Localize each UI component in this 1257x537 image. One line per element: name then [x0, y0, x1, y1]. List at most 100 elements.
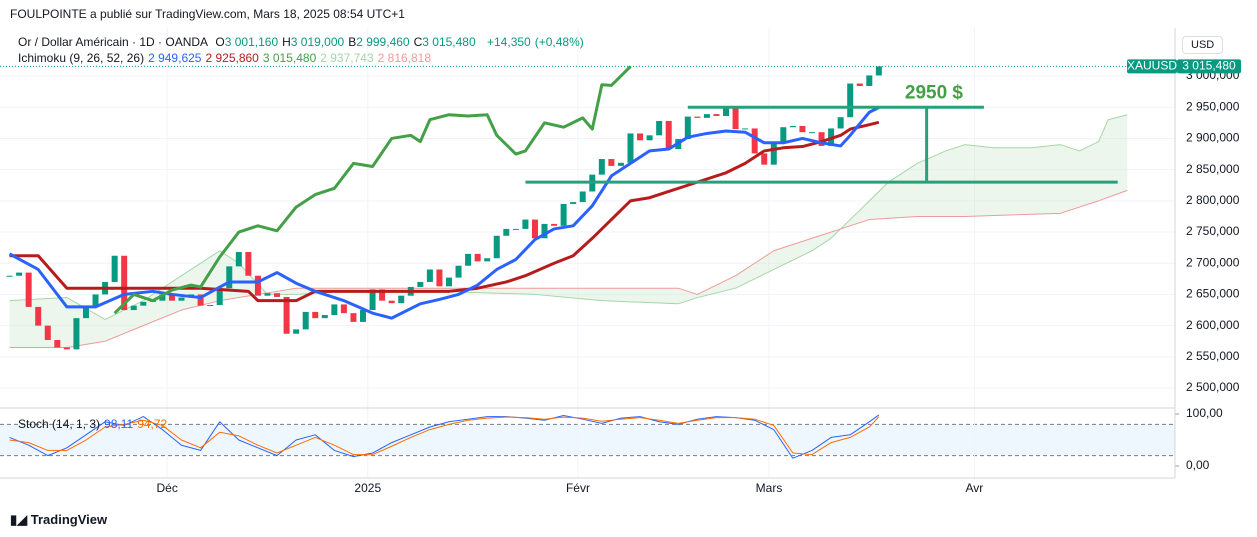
ohlc-value: 2 999,460 [356, 35, 410, 49]
candle [140, 301, 147, 306]
candle [780, 127, 787, 143]
candle [312, 311, 319, 319]
candle [875, 66, 882, 76]
candle [235, 252, 242, 267]
indicator-value: 98,11 [104, 417, 134, 431]
candle [254, 275, 261, 296]
x-tick-label: Févr [566, 481, 590, 495]
candle [350, 313, 357, 322]
candle [770, 142, 777, 165]
candle [570, 202, 577, 204]
candle [598, 159, 605, 175]
y-tick-label: 100,00 [1186, 406, 1223, 420]
candle [168, 294, 175, 301]
candle [159, 294, 166, 301]
candle [847, 83, 854, 118]
candle [216, 288, 223, 306]
candle [398, 295, 405, 304]
candle [274, 293, 281, 297]
publisher: FOULPOINTE a publié sur TradingView.com,… [10, 7, 405, 21]
candle [742, 128, 749, 130]
candle [340, 304, 347, 314]
kijun-line [9, 120, 880, 303]
candle [694, 116, 701, 118]
candle [512, 228, 519, 230]
candle [522, 219, 529, 229]
candle [617, 162, 624, 166]
indicator-value: 2 816,818 [377, 51, 432, 65]
candle [761, 153, 768, 165]
indicator-value: 94,72 [137, 417, 168, 431]
candle [35, 306, 42, 326]
candle [369, 289, 376, 311]
price-label: 3 015,480 [1182, 59, 1236, 73]
y-tick-label: 2 800,000 [1186, 193, 1240, 207]
candle [560, 203, 567, 226]
indicator-value: 2 925,860 [205, 51, 259, 65]
indicator-value: 2 949,625 [148, 51, 202, 65]
candle [608, 159, 615, 166]
candle [637, 133, 644, 141]
candle [627, 133, 634, 163]
y-tick-label: 2 700,000 [1186, 255, 1240, 269]
candle [283, 296, 290, 334]
currency[interactable]: USD [1182, 36, 1224, 54]
price-tag [1177, 59, 1241, 74]
candle [455, 265, 462, 278]
ohlc-value: 3 019,000 [290, 35, 345, 49]
candle [531, 219, 538, 239]
y-tick-label: 2 850,000 [1186, 162, 1240, 176]
candle [503, 228, 510, 236]
candle [54, 339, 61, 348]
candle [44, 325, 51, 340]
candle [178, 297, 185, 301]
ohlc-value: 3 015,480 [422, 35, 476, 49]
stoch-band [0, 424, 1175, 456]
candle [799, 125, 806, 133]
candle [579, 191, 586, 203]
span-b [9, 189, 1128, 348]
candle [474, 253, 481, 262]
candle [723, 105, 730, 116]
candle [207, 305, 214, 307]
candle [665, 120, 672, 150]
y-tick-label: 2 900,000 [1186, 131, 1240, 145]
legend-ichimoku: Ichimoku (9, 26, 52, 26) 2 949,625 2 925,8… [18, 51, 435, 65]
candle [732, 105, 739, 130]
y-tick-label: 2 650,000 [1186, 287, 1240, 301]
ohlc-letter: H [282, 35, 291, 49]
candle [6, 275, 13, 277]
ohlc-letter: B [348, 35, 357, 49]
indicator: Ichimoku (9, 26, 52, 26) [18, 51, 145, 65]
candle [751, 128, 758, 154]
annotation-text: 2950 $ [905, 82, 964, 103]
x-tick-label: Déc [157, 481, 178, 495]
candle [130, 305, 137, 311]
y-tick-label: 2 550,000 [1186, 349, 1240, 363]
candle [789, 125, 796, 128]
candle [445, 277, 452, 287]
symbol: Or / Dollar Américain · 1D · OANDA [18, 35, 209, 49]
candle [417, 281, 424, 287]
x-tick-label: 2025 [354, 481, 381, 495]
candle [360, 310, 367, 322]
indicator-value: 3 015,480 [262, 51, 317, 65]
candle [436, 269, 443, 287]
ohlc: O3 001,160 H3 019,000 B2 999,460 C3 015,480 [215, 35, 479, 49]
candle [656, 120, 663, 136]
candle [121, 255, 128, 311]
candle [856, 83, 863, 87]
candle [818, 132, 825, 146]
indicator: Stoch (14, 1, 3) [18, 417, 101, 431]
candle [388, 300, 395, 304]
candle [226, 266, 233, 289]
ticker-tag [1127, 59, 1177, 74]
candle [837, 117, 844, 129]
tenkan-line [8, 106, 880, 320]
ticker-label: XAUUSD [1127, 59, 1177, 73]
candle [646, 135, 653, 141]
ichimoku-cloud [9, 114, 1128, 348]
y-tick-label: 2 600,000 [1186, 318, 1240, 332]
